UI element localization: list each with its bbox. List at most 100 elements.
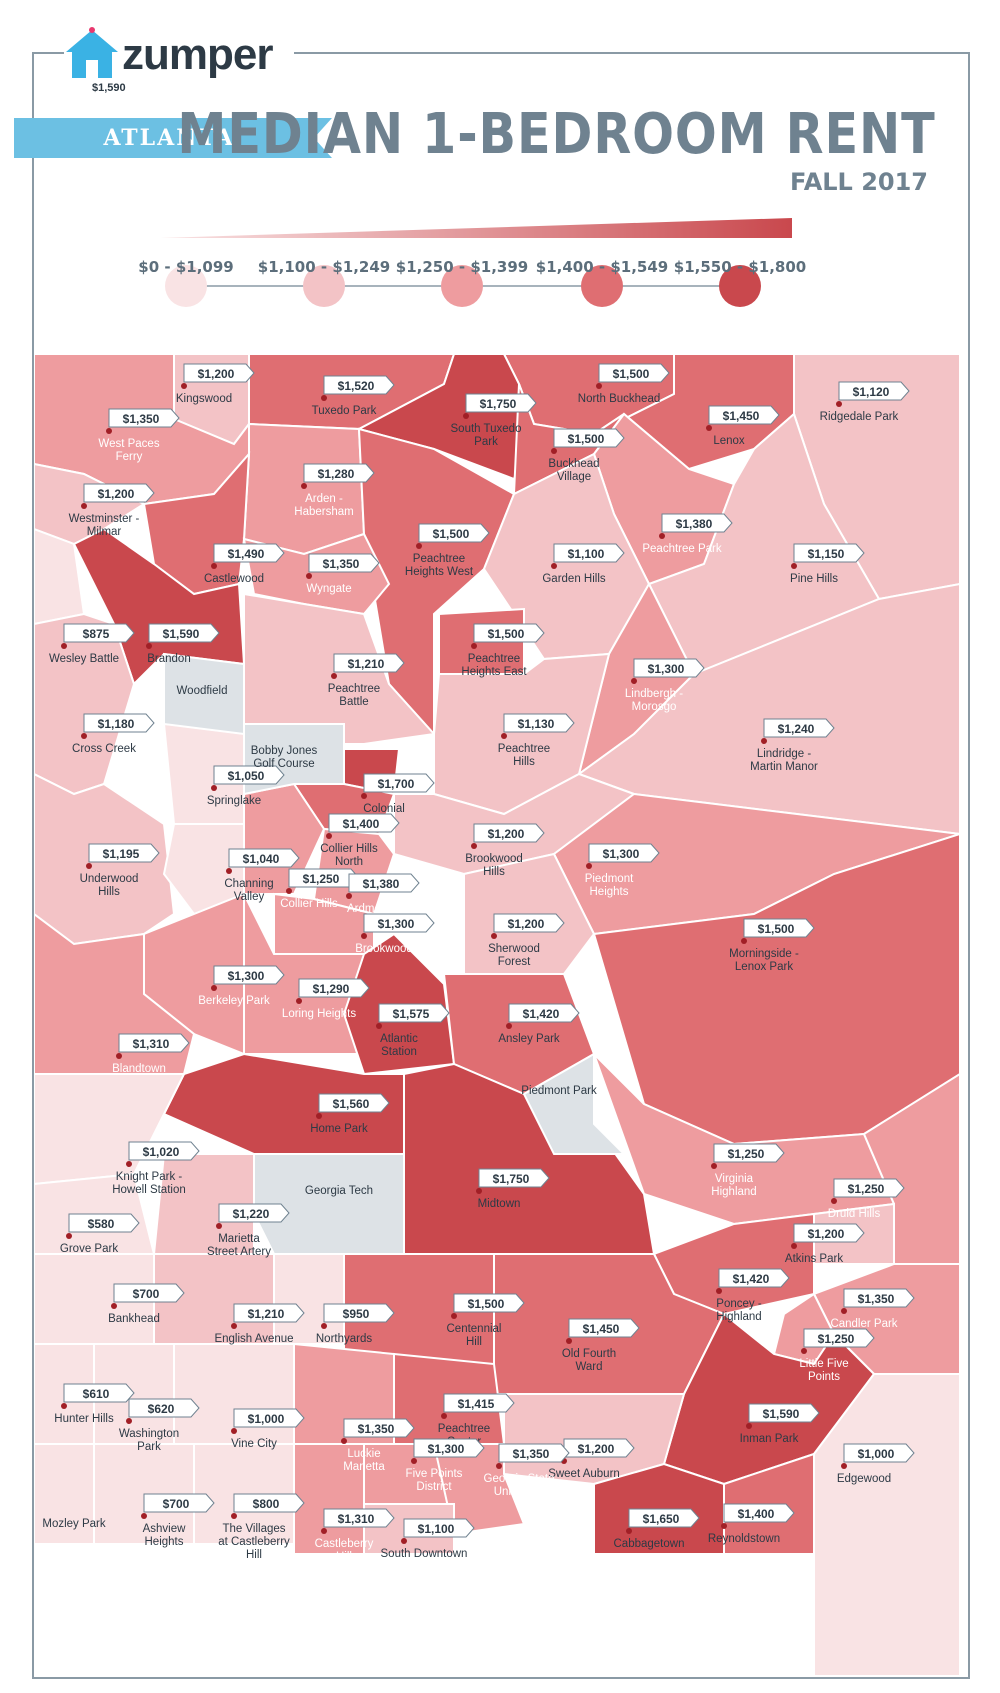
price-text: $1,500 — [613, 367, 650, 381]
location-dot — [841, 1308, 847, 1314]
price-text: $1,180 — [98, 717, 135, 731]
location-dot — [836, 401, 842, 407]
price-text: $1,250 — [818, 1332, 855, 1346]
neighborhood-name: Collier Hills North — [320, 843, 378, 868]
price-text: $1,020 — [143, 1145, 180, 1159]
price-text: $1,350 — [123, 412, 160, 426]
neighborhood-label: $1,750 South Tuxedo Park — [451, 393, 537, 448]
neighborhood-name: Five Points District — [406, 1468, 463, 1493]
park-region — [522, 1052, 627, 1155]
neighborhood-name: Hunter Hills — [54, 1413, 114, 1425]
price-text: $1,310 — [133, 1037, 170, 1051]
price-tag: $1,380 — [348, 873, 420, 893]
neighborhood-label: $800 The Villages at Castleberry Hill — [218, 1493, 305, 1561]
neighborhood-name: Marietta Street Artery — [207, 1233, 271, 1258]
price-tag: $1,300 — [633, 658, 705, 678]
neighborhood-label: $1,300 Berkeley Park — [198, 965, 285, 1007]
neighborhood-label: $1,415PeachtreeCenter — [438, 1393, 515, 1448]
price-tag: $1,490 — [213, 543, 285, 563]
price-tag: $1,520 — [323, 375, 395, 395]
neighborhood-name: Reynoldstown — [708, 1533, 780, 1545]
neighborhood-label: $1,100 Garden Hills — [542, 543, 625, 585]
price-text: $1,300 — [603, 847, 640, 861]
price-text: $1,750 — [493, 1172, 530, 1186]
price-text: $1,420 — [523, 1007, 560, 1021]
price-tag: $1,200 — [563, 1438, 635, 1458]
legend-label: $1,550 - $1,800 — [673, 258, 807, 276]
price-tag: $1,280 — [303, 463, 375, 483]
neighborhood-label: $1,450 Old Fourth Ward — [562, 1318, 640, 1373]
neighborhood-label: $1,500 Peachtree Heights West — [405, 523, 490, 578]
location-dot — [341, 1438, 347, 1444]
price-text: $875 — [83, 627, 110, 641]
neighborhood-label: $1,450 Lenox — [706, 405, 780, 447]
price-tag: $1,250 — [803, 1328, 875, 1348]
price-text: $1,250 — [848, 1182, 885, 1196]
neighborhood-name: Castleberry Hill — [315, 1538, 374, 1563]
location-dot — [211, 785, 217, 791]
legend-swatch — [441, 265, 483, 307]
location-dot — [831, 1198, 837, 1204]
price-text: $1,560 — [333, 1097, 370, 1111]
location-dot — [491, 933, 497, 939]
neighborhood-label: $1,250 Collier Hills — [280, 868, 360, 910]
location-dot — [211, 985, 217, 991]
neighborhood-label: $1,500 Morningside -Lenox Park — [729, 918, 815, 973]
neighborhood-label: $1,000 Vine City — [231, 1408, 305, 1450]
neighborhood-label: $1,180 Cross Creek — [72, 713, 155, 755]
city-ribbon — [14, 118, 332, 158]
neighborhood-name: Brandon — [147, 653, 190, 665]
neighborhood-name: Ansley Park — [498, 1033, 560, 1045]
neighborhood-name: Bankhead — [108, 1313, 160, 1325]
price-tag: $1,650 — [628, 1508, 700, 1528]
price-tag: $1,240 — [763, 718, 835, 738]
price-text: $1,350 — [513, 1447, 550, 1461]
location-dot — [66, 1233, 72, 1239]
legend-graphic — [160, 218, 792, 307]
location-dot — [471, 843, 477, 849]
location-dot — [146, 643, 152, 649]
price-text: $1,700 — [378, 777, 415, 791]
price-text: $1,000 — [248, 1412, 285, 1426]
neighborhood-name: Knight Park -Howell Station — [112, 1171, 186, 1196]
neighborhood-label: $1,220 Marietta Street Artery — [207, 1203, 290, 1258]
location-dot — [116, 1053, 122, 1059]
price-text: $1,210 — [248, 1307, 285, 1321]
neighborhood-label: $1,500 Centennial Hill — [447, 1293, 525, 1348]
house-icon — [66, 27, 118, 78]
location-dot — [296, 998, 302, 1004]
neighborhood-label: $1,590 Brandon — [146, 623, 220, 665]
price-tag: $1,020 — [128, 1141, 200, 1161]
location-dot — [659, 533, 665, 539]
neighborhood-label: $1,650 Cabbagetown — [614, 1508, 700, 1550]
neighborhood-label: $1,000 Edgewood — [837, 1443, 915, 1485]
price-tag: $1,180 — [83, 713, 155, 733]
neighborhood-label: $1,150 Pine Hills — [790, 543, 865, 585]
location-dot — [626, 1528, 632, 1534]
price-text: $1,195 — [103, 847, 140, 861]
neighborhood-name: Centennial Hill — [447, 1323, 502, 1348]
neighborhood-label: $1,500 Peachtree Heights East — [461, 623, 545, 678]
city-label: ATLANTA — [103, 125, 235, 151]
location-dot — [506, 1023, 512, 1029]
price-tag: $1,450 — [708, 405, 780, 425]
park-label: Piedmont Park — [521, 1085, 597, 1097]
neighborhood-label: $700 Ashview Heights — [141, 1493, 215, 1548]
neighborhood-label: $1,200 Brookwood Hills — [465, 823, 545, 878]
location-dot — [286, 888, 292, 894]
neighborhood-label: $1,200 Kingswood — [176, 363, 255, 405]
neighborhood-label: $1,350 Luckie Marietta — [341, 1418, 415, 1473]
price-text: $1,200 — [578, 1442, 615, 1456]
legend-swatch — [303, 265, 345, 307]
price-text: $1,250 — [303, 872, 340, 886]
neighborhood-name: South Downtown — [381, 1548, 468, 1560]
price-text: $1,350 — [358, 1422, 395, 1436]
price-text: $1,490 — [228, 547, 265, 561]
neighborhood-name: Peachtree Heights East — [461, 653, 527, 678]
price-tag: $1,200 — [183, 363, 255, 383]
price-tag: $1,350 — [308, 553, 380, 573]
price-tag: $1,300 — [413, 1438, 485, 1458]
price-text: $1,300 — [648, 662, 685, 676]
neighborhood-label: $1,200 Sweet Auburn — [548, 1438, 635, 1480]
neighborhood-label: $1,280 Arden -Habersham — [294, 463, 375, 518]
